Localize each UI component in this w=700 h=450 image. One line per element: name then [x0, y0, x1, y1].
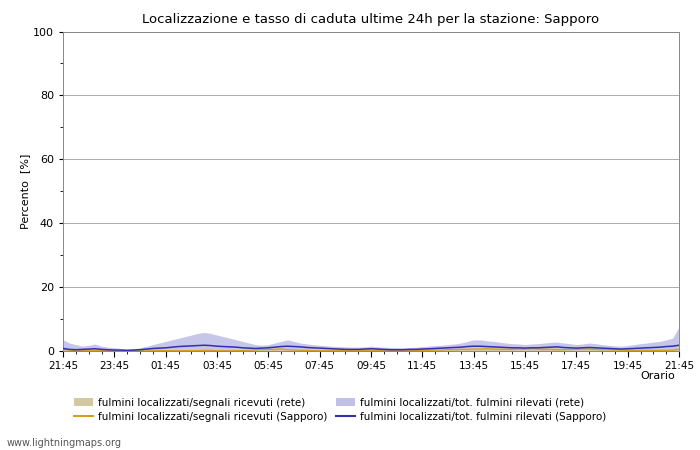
Text: Orario: Orario — [640, 371, 676, 381]
Text: www.lightningmaps.org: www.lightningmaps.org — [7, 438, 122, 448]
Y-axis label: Percento  [%]: Percento [%] — [20, 153, 30, 229]
Title: Localizzazione e tasso di caduta ultime 24h per la stazione: Sapporo: Localizzazione e tasso di caduta ultime … — [142, 13, 600, 26]
Legend: fulmini localizzati/segnali ricevuti (rete), fulmini localizzati/segnali ricevut: fulmini localizzati/segnali ricevuti (re… — [74, 398, 606, 422]
